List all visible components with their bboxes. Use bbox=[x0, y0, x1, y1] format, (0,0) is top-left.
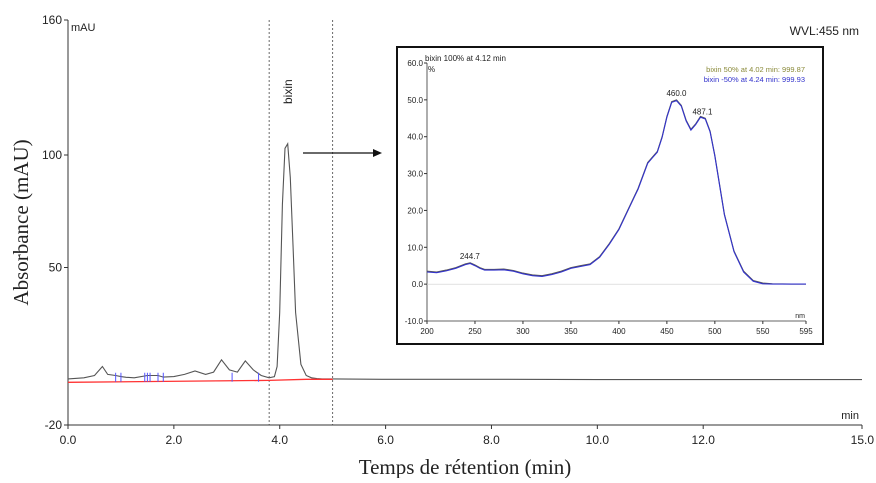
inset-x-tick-label: 300 bbox=[516, 327, 530, 336]
inset-peak-annotation: 460.0 bbox=[666, 89, 687, 98]
inset-x-unit: nm bbox=[795, 313, 805, 320]
inset-x-tick-label: 550 bbox=[756, 327, 770, 336]
x-unit-label: min bbox=[841, 410, 859, 422]
y-unit-label: mAU bbox=[71, 22, 96, 34]
x-tick-label: 8.0 bbox=[483, 433, 500, 447]
inset-x-tick-label: 200 bbox=[420, 327, 434, 336]
x-tick-label: 0.0 bbox=[60, 433, 77, 447]
inset-x-tick-label: 400 bbox=[612, 327, 626, 336]
inset-y-tick-label: 60.0 bbox=[407, 59, 423, 68]
x-tick-label: 10.0 bbox=[586, 433, 610, 447]
inset-y-tick-label: 40.0 bbox=[407, 133, 423, 142]
peak-label-bixin: bixin bbox=[281, 79, 295, 104]
inset-peak-annotation: 487.1 bbox=[692, 107, 713, 116]
y-axis-title: Absorbance (mAU) bbox=[9, 139, 33, 305]
x-tick-label: 12.0 bbox=[692, 433, 716, 447]
inset-spectrum-trace-minus50 bbox=[426, 99, 806, 285]
inset-y-tick-label: -10.0 bbox=[405, 317, 424, 326]
inset-y-tick-label: 20.0 bbox=[407, 206, 423, 215]
inset-x-tick-label: 500 bbox=[708, 327, 722, 336]
inset-legend-entry: bixin 50% at 4.02 min: 999.87 bbox=[706, 65, 805, 74]
x-tick-label: 15.0 bbox=[851, 433, 875, 447]
inset-y-tick-label: 10.0 bbox=[407, 243, 423, 252]
inset-y-unit: % bbox=[428, 65, 435, 74]
x-tick-label: 4.0 bbox=[271, 433, 288, 447]
x-axis-title: Temps de rétention (min) bbox=[359, 455, 572, 478]
inset-x-tick-label: 250 bbox=[468, 327, 482, 336]
inset-y-tick-label: 0.0 bbox=[412, 280, 424, 289]
x-tick-label: 6.0 bbox=[377, 433, 394, 447]
y-tick-label: 50 bbox=[49, 261, 63, 275]
y-tick-label: 100 bbox=[42, 148, 62, 162]
inset-y-tick-label: 30.0 bbox=[407, 170, 423, 179]
arrow-head bbox=[373, 149, 382, 157]
inset-legend-entry: bixin -50% at 4.24 min: 999.93 bbox=[704, 75, 805, 84]
baseline-trace bbox=[67, 378, 333, 383]
x-tick-label: 2.0 bbox=[166, 433, 183, 447]
inset-peak-annotation: 244.7 bbox=[460, 252, 481, 261]
y-tick-label: -20 bbox=[45, 418, 63, 432]
chromatogram-trace bbox=[67, 142, 862, 381]
inset-x-tick-label: 595 bbox=[799, 327, 813, 336]
inset-x-tick-label: 450 bbox=[660, 327, 674, 336]
inset-frame bbox=[396, 46, 824, 345]
y-tick-label: 160 bbox=[42, 13, 62, 27]
inset-x-tick-label: 350 bbox=[564, 327, 578, 336]
wavelength-label: WVL:455 nm bbox=[790, 24, 859, 38]
inset-y-tick-label: 50.0 bbox=[407, 96, 423, 105]
inset-title: bixin 100% at 4.12 min bbox=[425, 54, 506, 63]
pointer-arrow bbox=[303, 149, 382, 157]
